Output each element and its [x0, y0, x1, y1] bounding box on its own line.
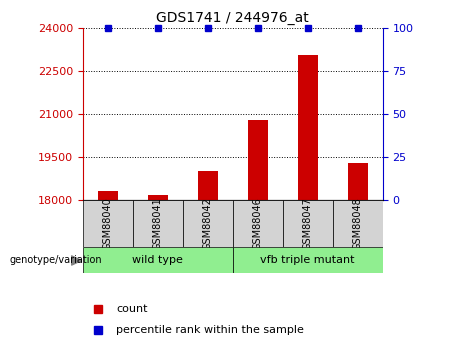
- Text: percentile rank within the sample: percentile rank within the sample: [116, 325, 304, 335]
- Bar: [183, 200, 233, 247]
- Title: GDS1741 / 244976_at: GDS1741 / 244976_at: [156, 11, 309, 25]
- Bar: [333, 200, 383, 247]
- Bar: [98, 191, 118, 345]
- Text: wild type: wild type: [132, 255, 183, 265]
- Text: GSM88041: GSM88041: [153, 197, 163, 250]
- Bar: [133, 200, 183, 247]
- Bar: [283, 200, 333, 247]
- Bar: [248, 120, 268, 345]
- Text: GSM88047: GSM88047: [303, 197, 313, 250]
- Text: GSM88046: GSM88046: [253, 197, 263, 250]
- Bar: [348, 163, 367, 345]
- Bar: [148, 195, 168, 345]
- Bar: [233, 247, 383, 273]
- Text: GSM88040: GSM88040: [103, 197, 113, 250]
- Text: genotype/variation: genotype/variation: [9, 256, 102, 265]
- Bar: [298, 55, 318, 345]
- Bar: [83, 200, 133, 247]
- Bar: [83, 247, 233, 273]
- Text: GSM88042: GSM88042: [203, 197, 213, 250]
- Text: count: count: [116, 304, 148, 314]
- Bar: [233, 200, 283, 247]
- Text: GSM88048: GSM88048: [353, 197, 363, 250]
- Text: vfb triple mutant: vfb triple mutant: [260, 255, 355, 265]
- Polygon shape: [71, 256, 82, 265]
- Bar: [198, 171, 218, 345]
